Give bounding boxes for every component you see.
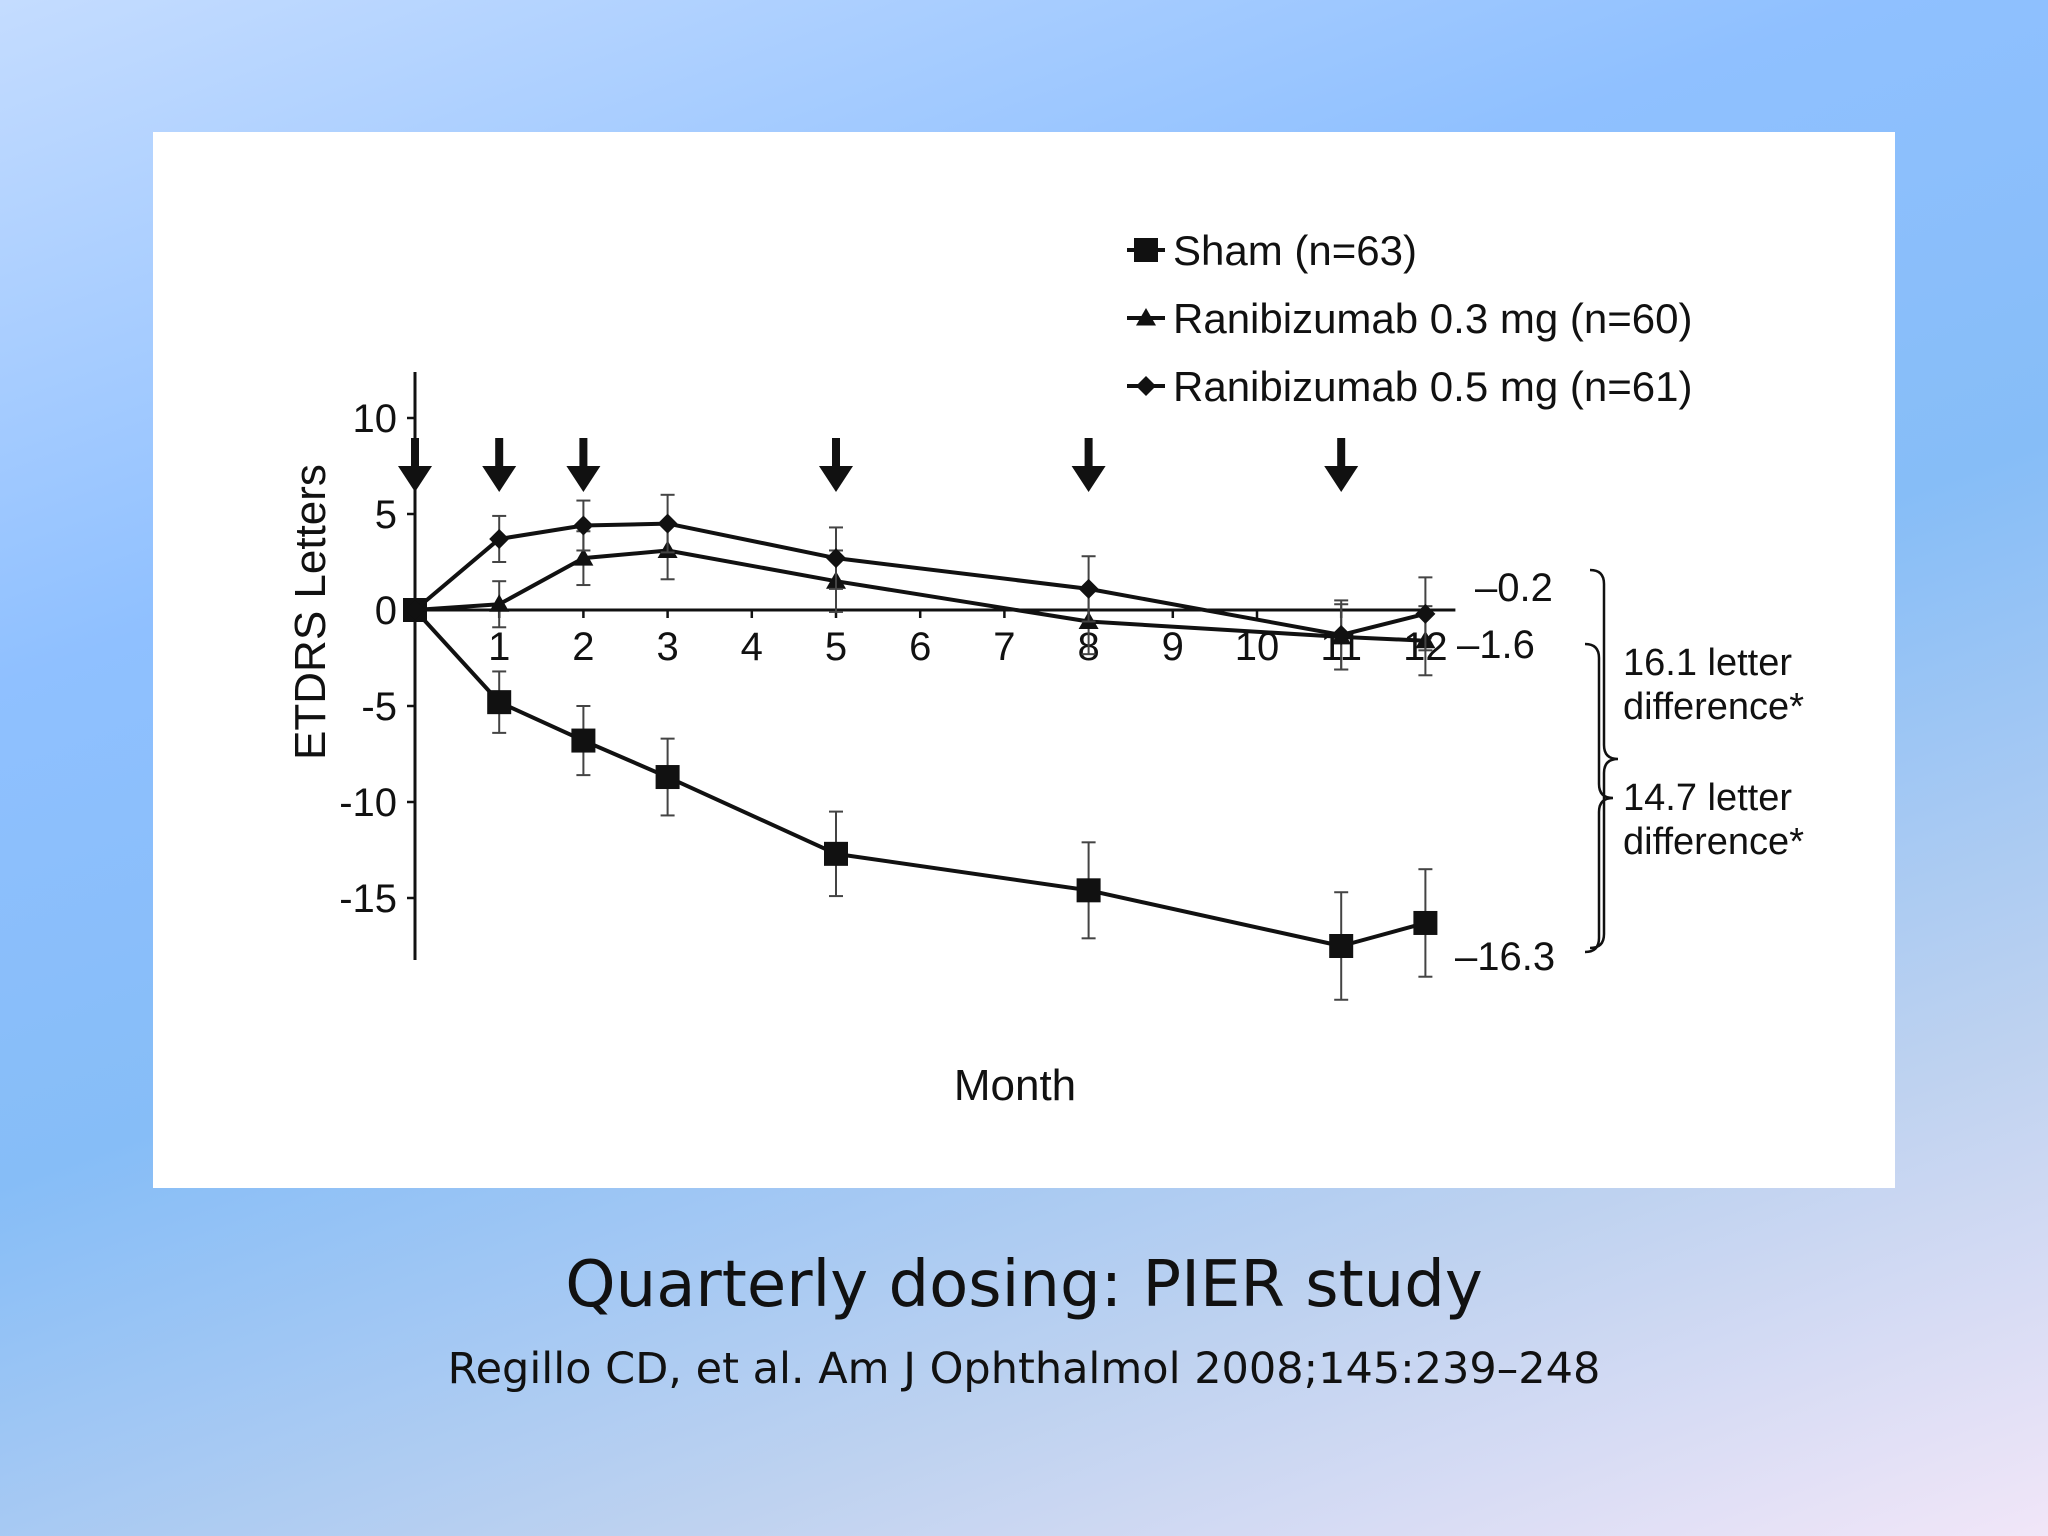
legend-label: Sham (n=63) <box>1173 227 1417 274</box>
y-tick-label: -5 <box>361 685 397 729</box>
y-tick-label: 10 <box>353 397 398 441</box>
end-label-sham: –16.3 <box>1455 935 1555 979</box>
data-point <box>1413 910 1438 935</box>
legend-entry: Ranibizumab 0.5 mg (n=61) <box>1127 363 1692 410</box>
x-axis-title: Month <box>954 1061 1076 1110</box>
data-point <box>405 600 425 620</box>
dosing-arrow-icon <box>1071 438 1106 492</box>
legend-entry: Ranibizumab 0.3 mg (n=60) <box>1127 295 1692 342</box>
annotation-1-line2: difference* <box>1623 686 1804 728</box>
annotation-2-line2: difference* <box>1623 821 1804 863</box>
dosing-arrow-icon <box>566 438 601 492</box>
x-tick-label: 3 <box>656 625 678 669</box>
data-point <box>1076 878 1101 903</box>
x-tick-label: 5 <box>825 625 847 669</box>
legend-label: Ranibizumab 0.5 mg (n=61) <box>1173 363 1692 410</box>
legend-entry: Sham (n=63) <box>1127 227 1417 274</box>
series-line <box>413 521 1426 637</box>
y-tick-label: 5 <box>375 493 397 537</box>
x-tick-label: 2 <box>572 625 594 669</box>
data-point <box>1329 934 1354 958</box>
x-tick-label: 9 <box>1162 625 1184 669</box>
dosing-arrow-icon <box>398 438 432 492</box>
y-tick-label: 0 <box>375 589 397 633</box>
annotation-2-line1: 14.7 letter <box>1623 777 1792 819</box>
y-axis-title: ETDRS Letters <box>286 464 335 760</box>
x-tick-label: 4 <box>741 625 763 669</box>
y-tick-label: -15 <box>339 877 397 921</box>
x-tick-label: 6 <box>909 625 931 669</box>
x-tick-label: 1 <box>488 625 510 669</box>
data-point <box>655 765 680 790</box>
end-label-05mg: –0.2 <box>1475 566 1553 610</box>
data-point <box>1331 624 1352 645</box>
legend-marker <box>1134 238 1158 262</box>
dosing-arrow-icon <box>1324 438 1359 492</box>
legend-marker <box>1136 376 1156 396</box>
data-point <box>1415 603 1436 624</box>
dosing-arrow-icon <box>482 438 517 492</box>
dosing-arrow-icon <box>819 438 853 492</box>
bracket-sham-vs-03mg <box>1584 642 1614 954</box>
data-point <box>573 548 594 566</box>
series-2 <box>405 493 1436 671</box>
y-tick-label: -10 <box>339 781 397 825</box>
data-point <box>824 841 848 866</box>
data-point <box>487 690 512 715</box>
end-label-03mg: –1.6 <box>1457 623 1535 667</box>
data-point <box>826 548 846 569</box>
series-line <box>413 608 1426 948</box>
bracket-sham-vs-05mg <box>1589 568 1619 950</box>
data-point <box>657 513 678 534</box>
legend-marker <box>1136 308 1156 326</box>
x-tick-label: 7 <box>993 625 1015 669</box>
slide-citation: Regillo CD, et al. Am J Ophthalmol 2008;… <box>447 1344 1601 1394</box>
data-point <box>573 515 594 536</box>
series-line <box>414 548 1426 643</box>
slide-title: Quarterly dosing: PIER study <box>565 1248 1483 1322</box>
data-point <box>1078 578 1099 599</box>
annotation-1-line1: 16.1 letter <box>1623 642 1792 684</box>
data-point <box>489 528 510 549</box>
data-point <box>571 728 596 753</box>
legend-label: Ranibizumab 0.3 mg (n=60) <box>1173 295 1692 342</box>
data-point <box>489 594 510 612</box>
